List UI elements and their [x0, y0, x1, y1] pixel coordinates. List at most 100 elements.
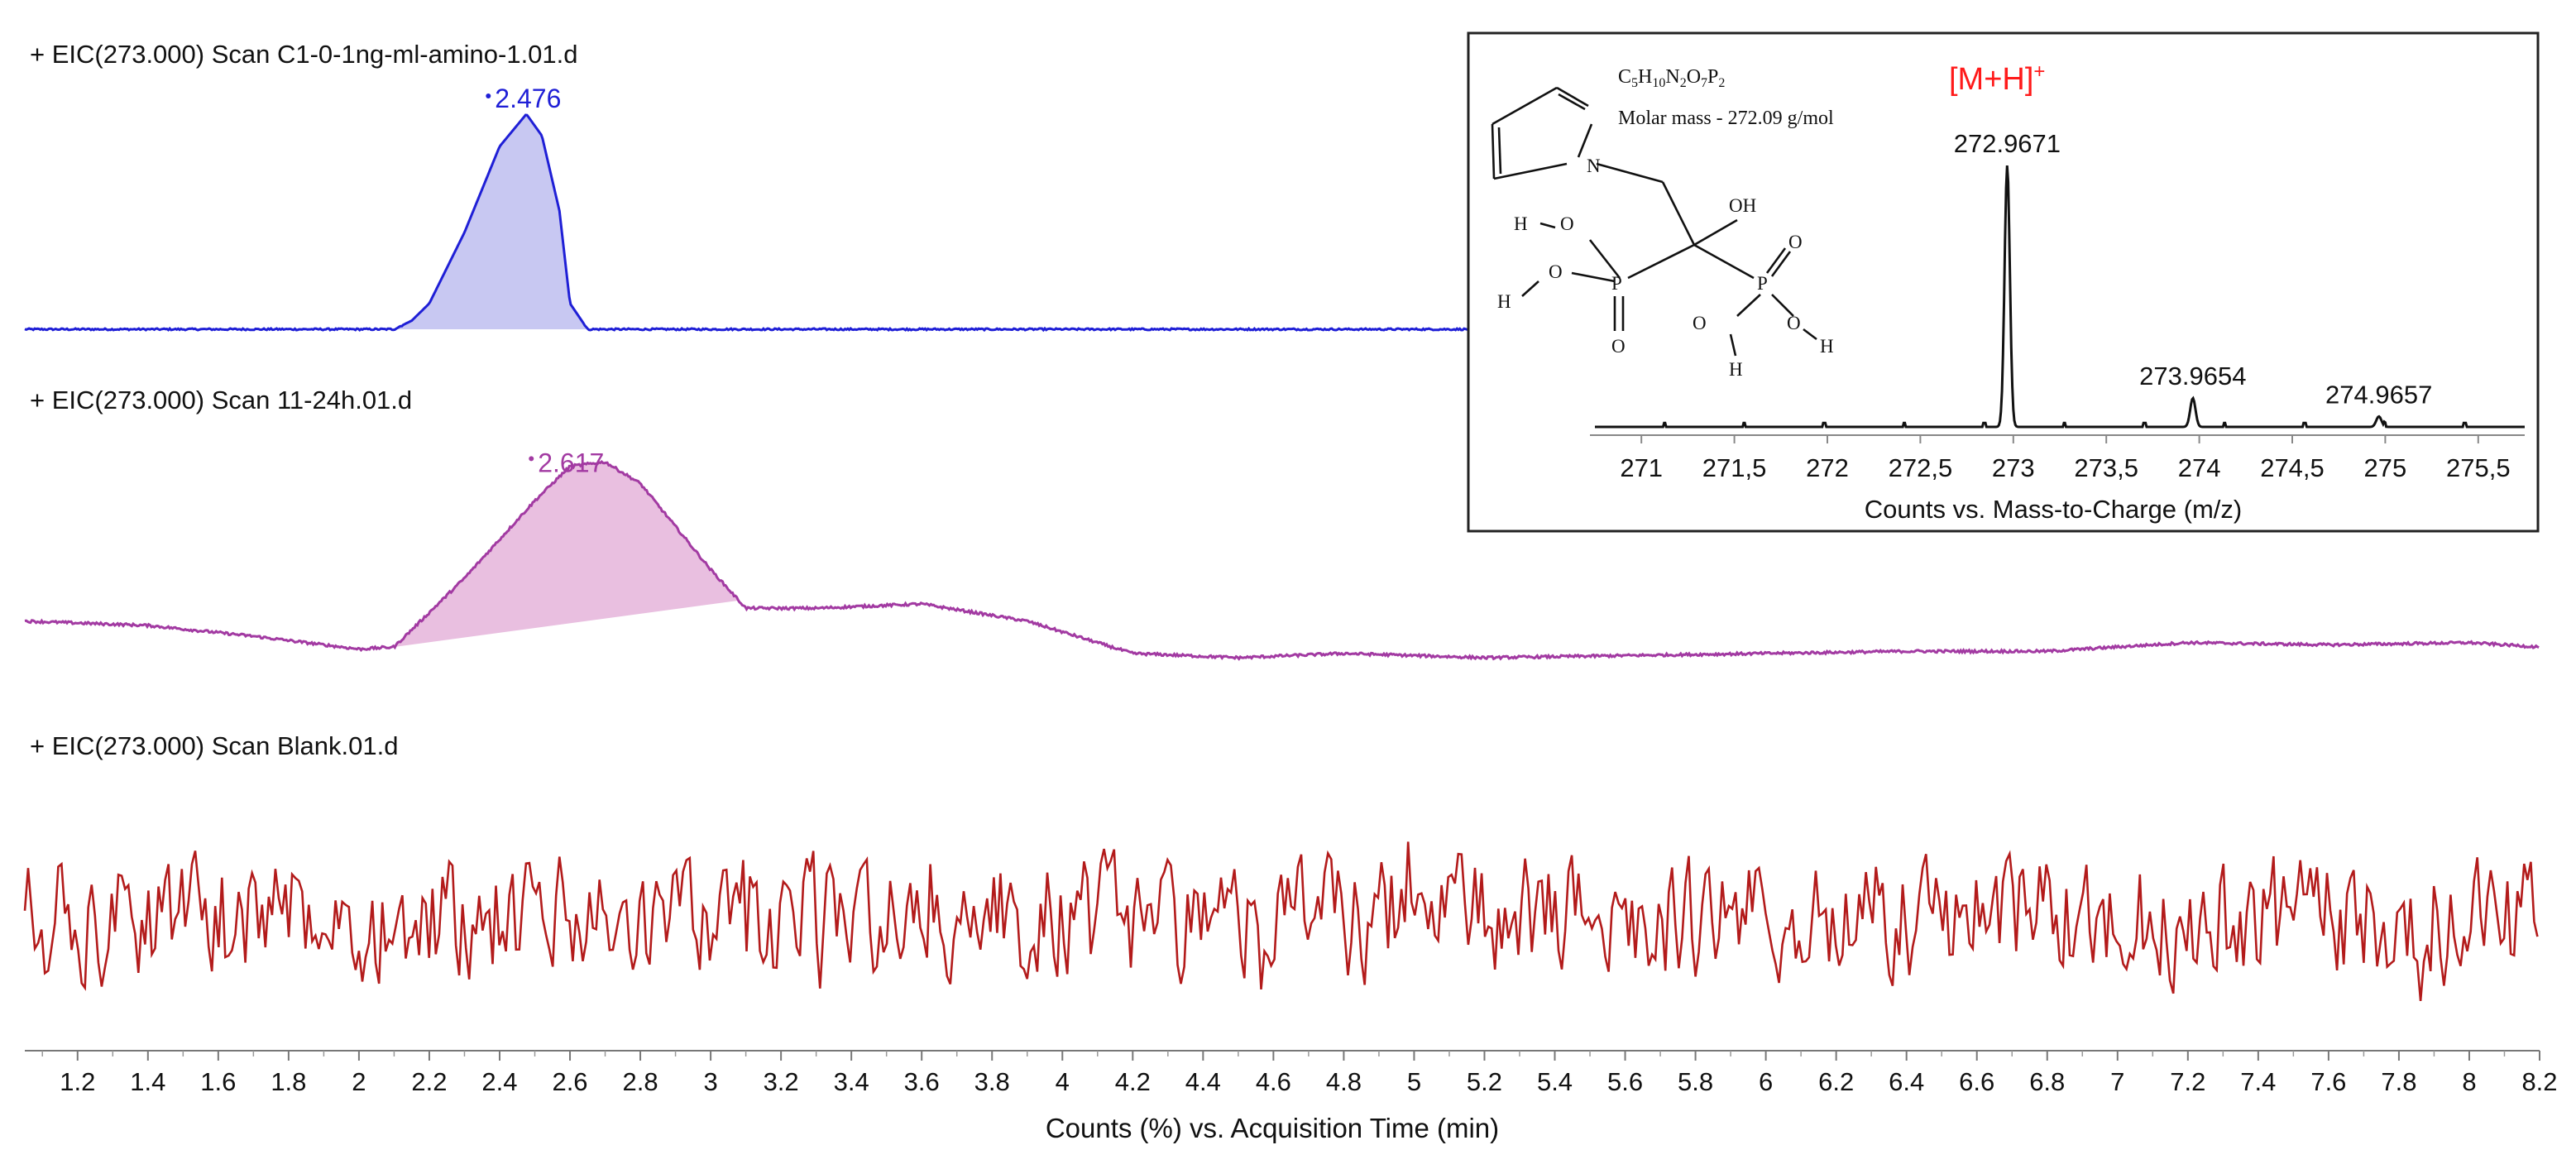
atom-o: O	[1560, 213, 1574, 234]
atom-h: H	[1514, 213, 1528, 234]
bond	[1627, 243, 1695, 280]
x-axis-ticks: 1.2 1.4 1.6 1.8 2 2.2 2.4 2.6 2.8 3 3.2 3.4 3.6 3.8 4 4…	[41, 1051, 2558, 1096]
spectrum-tick-label: 271,5	[1702, 453, 1767, 482]
x-tick-label: 4.2	[1115, 1067, 1151, 1096]
x-tick-label: 7.4	[2240, 1067, 2276, 1096]
spectrum-trace	[1595, 165, 2525, 429]
x-tick-label: 2	[352, 1067, 366, 1096]
panel1-peak-fill	[394, 116, 588, 329]
spectrum-x-label: Counts vs. Mass-to-Charge (m/z)	[1865, 495, 2243, 524]
formula-element: C	[1618, 66, 1631, 88]
x-tick-label: 3.8	[974, 1067, 1010, 1096]
panel1-trace	[24, 113, 2540, 333]
molecule-atoms: N OH H O O H P O P O O O H H	[1497, 156, 1834, 380]
spectrum-x-ticks: 271 271,5 272 272,5 273 273,5 274 274,5 275 275,5	[1620, 435, 2511, 482]
x-tick-label: 6.2	[1818, 1067, 1854, 1096]
ring-bond	[1491, 123, 1496, 180]
atom-p: P	[1611, 273, 1622, 294]
x-tick-label: 7.8	[2381, 1067, 2416, 1096]
x-tick-label: 7.6	[2310, 1067, 2346, 1096]
spectrum-tick-label: 273	[1992, 453, 2035, 482]
panel3-title: + EIC(273.000) Scan Blank.01.d	[30, 731, 398, 760]
ion-charge: +	[2033, 60, 2045, 83]
x-tick-label: 3	[703, 1067, 717, 1096]
molecular-formula: C5H10N2O7P2	[1618, 66, 1725, 90]
ring-bond	[1577, 123, 1593, 158]
spectrum-tick-label: 274,5	[2260, 453, 2325, 482]
bond	[1765, 247, 1787, 274]
bond	[1770, 251, 1792, 277]
spectrum-tick-label: 273,5	[2074, 453, 2138, 482]
x-tick-label: 4.4	[1185, 1067, 1221, 1096]
bond	[1771, 294, 1794, 317]
spectrum-tick-label: 271	[1620, 453, 1663, 482]
atom-o: O	[1788, 232, 1803, 252]
spectrum-tick-label: 275,5	[2446, 453, 2511, 482]
x-tick-label: 5.6	[1607, 1067, 1643, 1096]
formula-element: H	[1638, 66, 1652, 88]
x-tick-label: 2.2	[411, 1067, 447, 1096]
ion-label: [M+H]+	[1949, 60, 2045, 97]
panel3-plot	[23, 841, 2539, 1002]
ring-bond	[1497, 127, 1502, 175]
panel1-peak-marker	[486, 93, 491, 98]
spectrum-peak-label: 273.9654	[2139, 362, 2246, 390]
x-tick-label: 3.2	[764, 1067, 799, 1096]
atom-o: O	[1787, 313, 1801, 333]
atom-h: H	[1820, 336, 1834, 357]
panel2-trace	[24, 459, 2540, 661]
ion-label-text: [M+H]	[1949, 62, 2033, 97]
spectrum-peak-labels: 272.9671 273.9654 274.9657	[1954, 129, 2433, 409]
atom-n: N	[1587, 156, 1601, 176]
bond	[1571, 271, 1616, 283]
x-tick-label: 1.8	[271, 1067, 306, 1096]
formula-subscript: 7	[1701, 76, 1707, 90]
x-tick-label: 5.4	[1537, 1067, 1573, 1096]
panel1-title: + EIC(273.000) Scan C1-0-1ng-ml-amino-1.…	[30, 40, 578, 69]
x-tick-label: 1.2	[60, 1067, 95, 1096]
spectrum-peak-label: 274.9657	[2325, 380, 2432, 409]
ring-bond	[1491, 86, 1558, 126]
formula-subscript: 2	[1680, 76, 1687, 90]
atom-o: O	[1693, 313, 1707, 333]
x-tick-label: 7.2	[2170, 1067, 2205, 1096]
bond	[1588, 239, 1621, 279]
formula-element: P	[1707, 66, 1718, 88]
panel2-plot: 2.617	[24, 448, 2540, 661]
atom-h: H	[1729, 359, 1743, 380]
atom-h: H	[1497, 291, 1511, 312]
spectrum-tick-label: 272	[1806, 453, 1849, 482]
x-tick-label: 2.4	[481, 1067, 517, 1096]
bond	[1736, 294, 1761, 317]
panel2-peak-fill	[394, 462, 740, 647]
spectrum-tick-label: 274	[2178, 453, 2221, 482]
x-tick-label: 2.8	[623, 1067, 658, 1096]
x-tick-label: 5.2	[1467, 1067, 1502, 1096]
x-tick-label: 8	[2462, 1067, 2476, 1096]
x-tick-label: 5	[1407, 1067, 1421, 1096]
x-tick-label: 3.6	[904, 1067, 940, 1096]
ring-bond	[1493, 162, 1568, 180]
bond	[1539, 222, 1556, 229]
x-tick-label: 4.6	[1256, 1067, 1291, 1096]
bond	[1596, 162, 1664, 184]
x-tick-label: 6.6	[1959, 1067, 1994, 1096]
x-axis: 1.2 1.4 1.6 1.8 2 2.2 2.4 2.6 2.8 3 3.2 3.4 3.6 3.8 4 4…	[25, 1050, 2558, 1143]
spectrum-peak-label: 272.9671	[1954, 129, 2061, 158]
bond	[1693, 243, 1755, 280]
x-tick-label: 5.8	[1678, 1067, 1713, 1096]
atom-o: O	[1611, 336, 1626, 357]
formula-subscript: 10	[1652, 76, 1665, 90]
bond	[1661, 181, 1696, 246]
inset-panel: N OH H O O H P O P O O O H H C5H10N2O7P2…	[1467, 31, 2540, 533]
x-tick-label: 8.2	[2521, 1067, 2557, 1096]
panel2-peak-marker	[529, 456, 534, 462]
bond	[1803, 328, 1817, 341]
x-tick-label: 6.8	[2029, 1067, 2065, 1096]
mass-spectrum: 272.9671 273.9654 274.9657 271 271,5 272 272,…	[1590, 129, 2525, 524]
x-axis-label: Counts (%) vs. Acquisition Time (min)	[1046, 1113, 1499, 1143]
molecule-structure	[1491, 86, 1817, 357]
formula-element: N	[1665, 66, 1679, 88]
molar-mass: Molar mass - 272.09 g/mol	[1618, 108, 1834, 129]
